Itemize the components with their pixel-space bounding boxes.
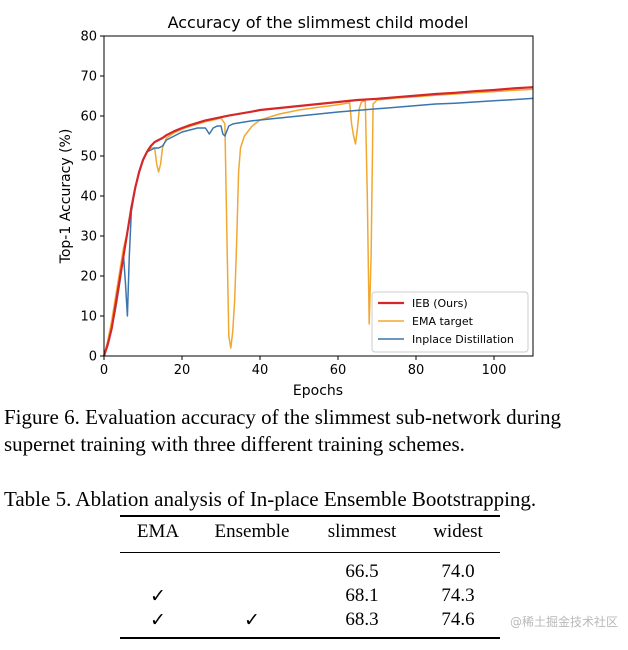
figure-caption: Figure 6. Evaluation accuracy of the sli…	[4, 405, 561, 456]
table-cell: ✓	[150, 586, 166, 607]
table-top-rule	[120, 515, 500, 517]
y-tick-label: 20	[80, 270, 97, 285]
table-cell: 68.3	[345, 609, 379, 630]
plot-area: 0 20 40 60 80 100 0 10 20 30 40 50 60 70 80 IEB (Ours) E…	[80, 30, 534, 378]
x-tick-label: 20	[174, 363, 191, 378]
chart-title: Accuracy of the slimmest child model	[168, 13, 469, 32]
legend-box	[371, 291, 529, 353]
table-caption: Table 5. Ablation analysis of In-place E…	[4, 487, 537, 511]
legend-label: EMA target	[412, 315, 474, 328]
table-cell: ✓	[150, 610, 166, 631]
y-tick-label: 80	[80, 30, 97, 45]
table-bottom-rule	[120, 637, 500, 639]
table-cell: 74.3	[441, 585, 475, 606]
table-cell: 68.1	[345, 585, 379, 606]
table-cell: 66.5	[345, 561, 379, 582]
y-tick-label: 50	[80, 150, 97, 165]
y-tick-label: 0	[89, 350, 97, 365]
table-header-rule	[120, 552, 500, 553]
y-tick-label: 10	[80, 310, 97, 325]
y-tick-label: 70	[80, 70, 97, 85]
x-tick-label: 0	[100, 363, 108, 378]
table-header-slimmest: slimmest	[327, 521, 397, 542]
x-tick-label: 100	[482, 363, 507, 378]
x-tick-label: 80	[408, 363, 425, 378]
series-line-ieb	[102, 86, 534, 357]
legend-label: IEB (Ours)	[412, 297, 468, 310]
y-tick-label: 40	[80, 190, 97, 205]
legend-label: Inplace Distillation	[412, 333, 514, 346]
watermark: @稀土掘金技术社区	[509, 615, 618, 629]
table-header-widest: widest	[433, 521, 483, 542]
table-cell: ✓	[244, 610, 260, 631]
x-tick-label: 60	[330, 363, 347, 378]
table-cell: 74.0	[441, 561, 475, 582]
table-header-ensemble: Ensemble	[214, 521, 290, 542]
x-tick-label: 40	[252, 363, 269, 378]
table-cell: 74.6	[441, 609, 475, 630]
accuracy-chart: Accuracy of the slimmest child model 0 20…	[58, 13, 534, 399]
y-tick-label: 60	[80, 110, 97, 125]
x-axis-label: Epochs	[293, 383, 343, 399]
table-header-ema: EMA	[136, 521, 180, 542]
series-line-inplace-distillation	[103, 97, 534, 357]
y-axis-label: Top-1 Accuracy (%)	[58, 129, 74, 265]
y-tick-label: 30	[80, 230, 97, 245]
